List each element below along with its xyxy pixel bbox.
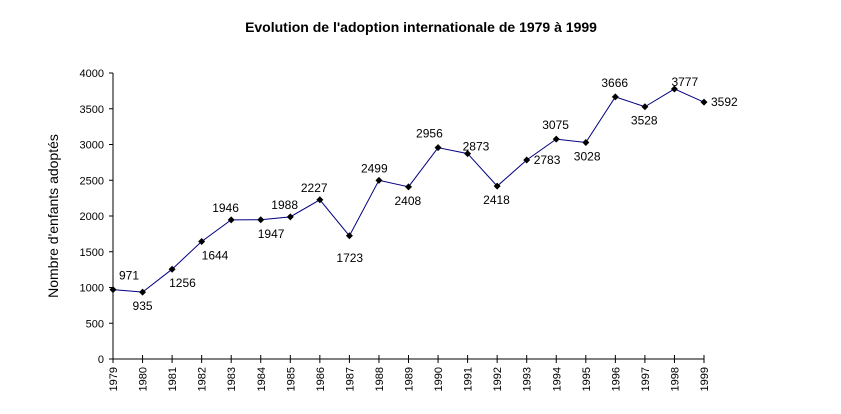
data-label: 3075 xyxy=(542,118,569,132)
y-tick-label: 1500 xyxy=(80,247,104,259)
x-tick-label: 1994 xyxy=(551,367,563,391)
x-tick-label: 1998 xyxy=(669,367,681,391)
data-label: 2956 xyxy=(416,127,443,141)
y-tick-label: 0 xyxy=(98,354,104,366)
data-label: 1988 xyxy=(271,198,298,212)
data-label: 3528 xyxy=(631,114,658,128)
x-tick-label: 1982 xyxy=(197,367,209,391)
data-point-marker xyxy=(523,156,531,164)
x-tick-label: 1988 xyxy=(374,367,386,391)
data-point-marker xyxy=(316,196,324,204)
y-tick-label: 1000 xyxy=(80,283,104,295)
x-tick-label: 1989 xyxy=(404,367,416,391)
x-tick-label: 1999 xyxy=(699,367,711,391)
y-axis-label: Nombre d'enfants adoptés xyxy=(45,134,61,298)
x-tick-label: 1992 xyxy=(492,367,504,391)
data-label: 2227 xyxy=(301,181,328,195)
x-tick-label: 1995 xyxy=(581,367,593,391)
chart-title: Evolution de l'adoption internationale d… xyxy=(245,19,597,35)
data-point-marker xyxy=(139,288,147,296)
data-label: 935 xyxy=(133,299,153,313)
data-point-marker xyxy=(611,93,619,101)
x-tick-label: 1979 xyxy=(108,367,120,391)
data-point-marker xyxy=(257,216,265,224)
data-label: 1723 xyxy=(336,251,363,265)
x-tick-label: 1980 xyxy=(138,367,150,391)
x-tick-label: 1984 xyxy=(256,367,268,391)
data-point-marker xyxy=(434,144,442,152)
data-label: 1947 xyxy=(258,227,285,241)
data-label: 1644 xyxy=(202,248,229,262)
data-point-marker xyxy=(464,150,472,158)
y-tick-label: 3000 xyxy=(80,140,104,152)
data-label: 1256 xyxy=(169,276,196,290)
data-label: 3028 xyxy=(574,149,601,163)
x-tick-label: 1981 xyxy=(167,367,179,391)
x-tick-label: 1996 xyxy=(610,367,622,391)
x-tick-label: 1990 xyxy=(433,367,445,391)
data-point-marker xyxy=(345,232,353,240)
data-label: 3592 xyxy=(711,95,738,109)
data-point-marker xyxy=(227,216,235,224)
y-tick-label: 500 xyxy=(86,318,104,330)
data-point-marker xyxy=(641,103,649,111)
data-point-marker xyxy=(168,265,176,273)
data-label: 2499 xyxy=(361,161,388,175)
data-point-marker xyxy=(109,286,117,294)
data-label: 971 xyxy=(119,269,139,283)
x-tick-label: 1993 xyxy=(522,367,534,391)
data-point-marker xyxy=(375,176,383,184)
data-point-marker xyxy=(286,213,294,221)
data-label: 2783 xyxy=(534,153,561,167)
data-point-marker xyxy=(552,135,560,143)
x-tick-label: 1991 xyxy=(463,367,475,391)
data-point-marker xyxy=(493,182,501,190)
data-label: 1946 xyxy=(212,201,239,215)
data-label: 2873 xyxy=(463,140,490,154)
data-label: 3777 xyxy=(671,75,698,89)
data-point-marker xyxy=(670,85,678,93)
data-point-marker xyxy=(582,138,590,146)
x-tick-label: 1983 xyxy=(226,367,238,391)
data-label: 2418 xyxy=(483,193,510,207)
x-tick-label: 1997 xyxy=(640,367,652,391)
y-tick-label: 3500 xyxy=(80,104,104,116)
y-tick-label: 4000 xyxy=(80,68,104,80)
data-point-marker xyxy=(198,237,206,245)
x-tick-label: 1987 xyxy=(344,367,356,391)
data-point-marker xyxy=(405,183,412,191)
y-tick-label: 2500 xyxy=(80,175,104,187)
x-tick-label: 1986 xyxy=(315,367,327,391)
data-point-marker xyxy=(700,98,708,106)
x-tick-label: 1985 xyxy=(285,367,297,391)
y-tick-label: 2000 xyxy=(80,211,104,223)
data-label: 2408 xyxy=(395,194,422,208)
data-label: 3666 xyxy=(601,76,628,90)
